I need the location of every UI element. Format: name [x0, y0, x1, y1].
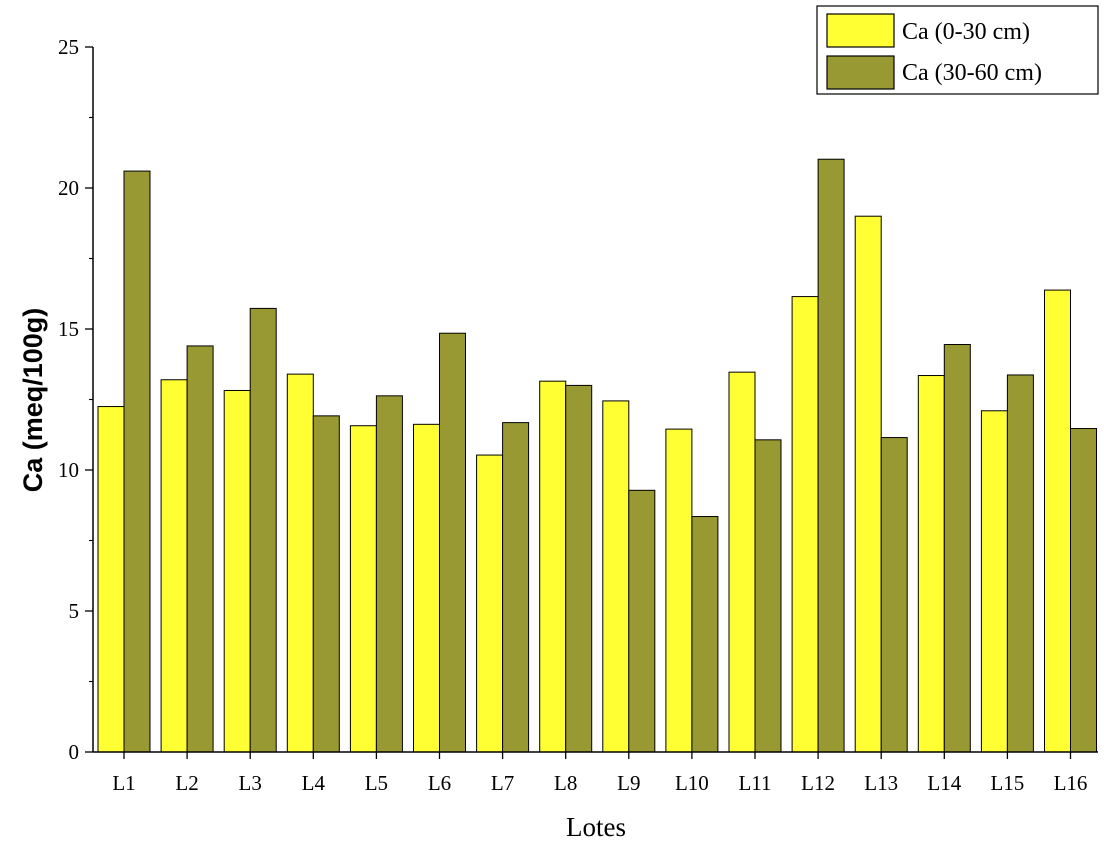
y-tick-label: 25: [58, 35, 79, 59]
x-tick-label: L1: [112, 771, 135, 795]
bar-l1-series-2: [123, 170, 151, 753]
x-tick-label: L6: [428, 771, 451, 795]
x-axis-label: Lotes: [566, 812, 626, 842]
bar-l10-series-2: [691, 516, 719, 753]
bar-l5-series-2: [375, 395, 403, 753]
bar-l7-series-1: [476, 454, 504, 753]
bar-l8-series-1: [539, 380, 567, 753]
y-tick-label: 15: [58, 317, 79, 341]
bar-l1-series-1: [97, 406, 125, 753]
bar-l12-series-2: [817, 158, 845, 753]
bar-l6-series-1: [413, 423, 440, 753]
bar-l14-series-2: [943, 344, 971, 753]
bar-l16-series-2: [1070, 428, 1097, 753]
x-tick-label: L8: [554, 771, 577, 795]
bar-l13-series-1: [854, 215, 882, 753]
bar-l9-series-1: [602, 400, 630, 753]
bar-l11-series-1: [728, 371, 756, 753]
legend-swatch-series-2: [826, 55, 895, 90]
x-tick-label: L13: [864, 771, 898, 795]
bar-l4-series-2: [312, 415, 340, 753]
x-tick-label: L3: [239, 771, 262, 795]
legend-swatch-series-1: [826, 13, 895, 48]
bars-group: [97, 158, 1097, 753]
legend-label-series-1: Ca (0-30 cm): [902, 19, 1030, 45]
bar-l7-series-2: [502, 422, 530, 753]
bar-l2-series-1: [160, 379, 188, 753]
bar-l3-series-1: [223, 389, 251, 753]
bar-l11-series-2: [754, 439, 782, 753]
x-tick-label: L5: [365, 771, 388, 795]
bar-l9-series-2: [628, 489, 656, 753]
bar-l16-series-1: [1044, 289, 1071, 753]
axes-group: L1 L2 L3 L4 L5 L6 L7 L8 L9 L10 L11 L12 L13 L14 L15 L16 0…: [58, 35, 1098, 795]
x-tick-label: L9: [617, 771, 640, 795]
x-tick-label: L16: [1054, 771, 1088, 795]
y-tick-label: 10: [58, 458, 79, 482]
y-tick-label: 20: [58, 176, 79, 200]
legend: Ca (0-30 cm) Ca (30-60 cm): [816, 5, 1099, 95]
x-tick-label: L4: [302, 771, 326, 795]
x-tick-label: L14: [927, 771, 961, 795]
x-tick-label: L15: [990, 771, 1024, 795]
y-tick-label: 0: [69, 740, 80, 764]
bar-l4-series-1: [286, 373, 314, 753]
x-tick-label: L12: [801, 771, 835, 795]
x-tick-label: L10: [675, 771, 709, 795]
legend-label-series-2: Ca (30-60 cm): [902, 60, 1042, 86]
bar-l14-series-1: [917, 375, 945, 753]
x-tick-label: L2: [175, 771, 198, 795]
x-tick-label: L7: [491, 771, 514, 795]
bar-l8-series-2: [565, 384, 593, 753]
bar-l12-series-1: [791, 296, 819, 753]
bar-l15-series-2: [1006, 374, 1034, 753]
bar-l6-series-2: [439, 332, 466, 753]
y-axis-label: Ca (meq/100g): [18, 308, 48, 493]
x-tick-label: L11: [738, 771, 771, 795]
bar-l10-series-1: [665, 428, 693, 753]
bar-l5-series-1: [349, 425, 377, 753]
y-tick-label: 5: [69, 599, 80, 623]
bar-l2-series-2: [186, 345, 214, 753]
bar-l3-series-2: [249, 307, 277, 753]
bar-l13-series-2: [880, 437, 908, 753]
bar-l15-series-1: [980, 410, 1008, 753]
